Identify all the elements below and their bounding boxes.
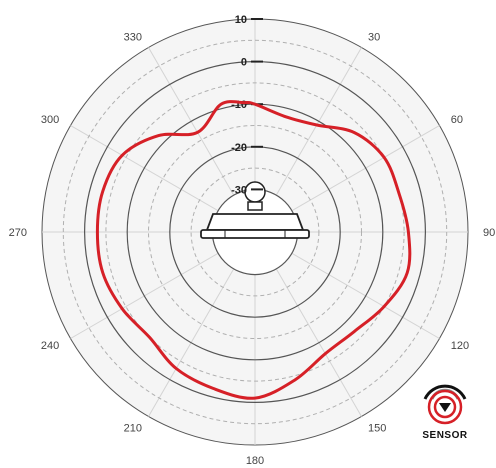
ring-5 — [62, 39, 448, 425]
series-point — [324, 353, 326, 355]
angle-label: 60 — [451, 114, 463, 126]
sensor-device-icon — [200, 181, 310, 239]
series-point — [354, 331, 356, 333]
series-point — [398, 193, 400, 195]
angle-label: 120 — [451, 340, 469, 352]
series-point — [175, 368, 177, 370]
series-point — [212, 388, 214, 390]
angle-label: 240 — [41, 340, 59, 352]
series-point — [158, 135, 160, 137]
angle-labels: 330 30 300 60 270 90 240 120 210 150 180 — [9, 31, 496, 467]
radial-tick-label: -30 — [231, 184, 247, 196]
angle-label: 210 — [124, 423, 142, 435]
series-point — [197, 132, 199, 134]
series-line-0 — [95, 100, 412, 400]
series-point — [97, 231, 99, 233]
series-point — [102, 190, 104, 192]
angle-label: 30 — [368, 31, 380, 43]
ring--15 — [148, 125, 362, 339]
series-point — [294, 379, 296, 381]
sensor-logo: SENSOR — [422, 384, 468, 441]
logo-ring-outer — [427, 389, 463, 425]
angle-label: 90 — [483, 227, 495, 239]
radial-axis: 100-10-20-30 — [231, 14, 263, 196]
series-point — [408, 231, 410, 233]
series-point — [316, 124, 318, 126]
series-point — [383, 306, 385, 308]
logo-arc-outer — [423, 384, 467, 400]
sensor-head — [244, 181, 266, 203]
series-point — [254, 103, 256, 105]
fixture-body — [205, 213, 305, 231]
series-point — [285, 116, 287, 118]
series-point — [220, 104, 222, 106]
radial-tick-label: -20 — [231, 142, 247, 154]
angle-label: 330 — [124, 31, 142, 43]
fixture-base — [200, 229, 310, 239]
sensor-neck — [247, 201, 263, 211]
logo-ring-inner — [433, 395, 457, 419]
angle-label: 300 — [41, 114, 59, 126]
series-point — [149, 337, 151, 339]
series-point — [102, 272, 104, 274]
series-point — [254, 397, 256, 399]
angle-label: 150 — [368, 423, 386, 435]
series-point — [354, 132, 356, 134]
logo-text: SENSOR — [422, 430, 468, 441]
series-point — [121, 155, 123, 157]
series-layer — [95, 100, 412, 400]
radial-tick-label: 10 — [235, 14, 247, 26]
logo-triangle — [439, 403, 451, 412]
angle-label: 180 — [246, 455, 264, 467]
radial-tick-label: 0 — [241, 57, 247, 69]
series-point — [243, 102, 245, 104]
series-point — [121, 308, 123, 310]
ring--5 — [105, 82, 405, 382]
series-point — [383, 157, 385, 159]
series-point — [406, 272, 408, 274]
angle-label: 270 — [9, 227, 27, 239]
ring--25 — [190, 167, 320, 297]
